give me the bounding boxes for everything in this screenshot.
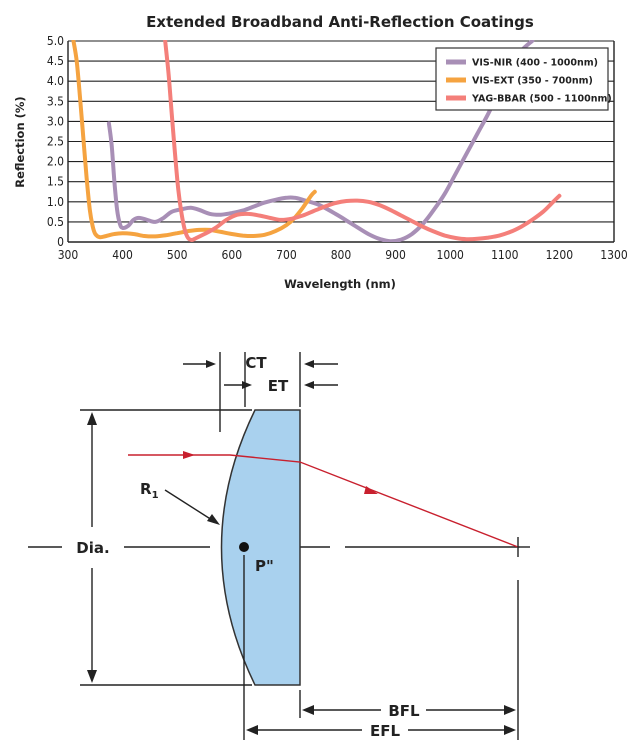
y-tick-label: 0 xyxy=(57,235,64,249)
x-tick-label: 600 xyxy=(221,248,242,262)
series-line-2 xyxy=(163,40,562,242)
thickness-dimensions xyxy=(183,352,338,432)
x-tick-label: 900 xyxy=(385,248,406,262)
y-tick-label: 1.0 xyxy=(47,195,64,209)
principal-point-dot xyxy=(239,542,249,552)
y-tick-label: 4.0 xyxy=(47,74,64,88)
radius-leader xyxy=(164,489,220,525)
dia-label: Dia. xyxy=(76,539,109,557)
x-tick-label: 800 xyxy=(331,248,352,262)
r1-label: R1 xyxy=(140,480,159,501)
light-ray xyxy=(128,451,519,548)
y-tick-label: 5.0 xyxy=(47,34,64,48)
y-tick-label: 1.5 xyxy=(47,175,64,189)
r1-label-main: R xyxy=(140,480,152,498)
legend-label-1: VIS-EXT (350 - 700nm) xyxy=(472,76,593,87)
series-line-0 xyxy=(106,40,535,242)
legend-label-2: YAG-BBAR (500 - 1100nm) xyxy=(471,94,612,105)
x-axis-label: Wavelength (nm) xyxy=(284,277,396,291)
y-axis-label: Reflection (%) xyxy=(13,96,27,187)
y-tick-label: 4.5 xyxy=(47,54,64,68)
x-tick-labels: 300 400 500 600 700 800 900 1000 1100 1200 1300 xyxy=(58,248,628,262)
series-layer xyxy=(71,40,562,242)
diameter-dimension xyxy=(80,409,252,686)
lens-body xyxy=(220,409,301,686)
x-tick-label: 500 xyxy=(167,248,188,262)
y-tick-label: 0.5 xyxy=(47,215,64,229)
et-label: ET xyxy=(268,377,289,395)
y-tick-label: 2.0 xyxy=(47,155,64,169)
reflection-chart: Extended Broadband Anti-Reflection Coati… xyxy=(13,13,628,291)
legend-label-0: VIS-NIR (400 - 1000nm) xyxy=(472,58,598,69)
r1-label-sub: 1 xyxy=(152,490,159,501)
efl-label: EFL xyxy=(370,722,400,740)
x-tick-label: 700 xyxy=(276,248,297,262)
chart-legend: VIS-NIR (400 - 1000nm) VIS-EXT (350 - 700… xyxy=(435,47,612,111)
bfl-label: BFL xyxy=(388,702,420,720)
principal-point-label: P" xyxy=(255,557,274,575)
x-tick-label: 1300 xyxy=(600,248,628,262)
y-tick-label: 2.5 xyxy=(47,135,64,149)
x-tick-label: 1100 xyxy=(491,248,519,262)
y-tick-labels: 0 0.5 1.0 1.5 2.0 2.5 3.0 3.5 4.0 4.5 5.0 xyxy=(47,34,64,249)
y-tick-label: 3.5 xyxy=(47,94,64,108)
lens-diagram: CT ET Dia. R1 P" BFL EFL xyxy=(28,352,530,740)
x-tick-label: 1200 xyxy=(546,248,574,262)
x-tick-label: 300 xyxy=(58,248,79,262)
chart-title: Extended Broadband Anti-Reflection Coati… xyxy=(146,13,534,31)
x-tick-label: 400 xyxy=(112,248,133,262)
focal-length-dimensions xyxy=(243,555,519,740)
ct-label: CT xyxy=(245,354,267,372)
series-line-1 xyxy=(71,40,317,240)
x-tick-label: 1000 xyxy=(436,248,464,262)
y-tick-label: 3.0 xyxy=(47,114,64,128)
